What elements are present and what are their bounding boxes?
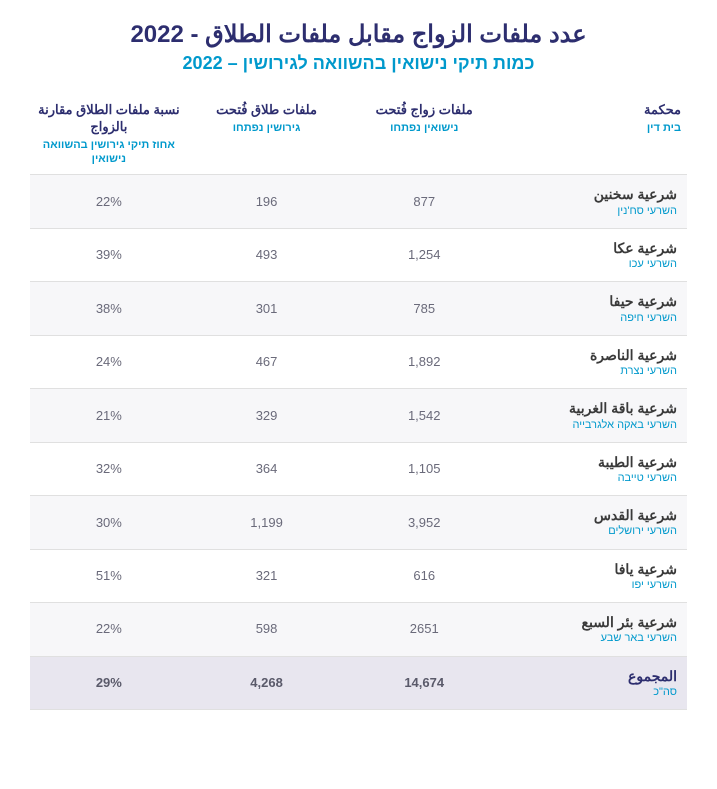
- court-ar: شرعية سخنين: [509, 185, 677, 203]
- court-ar: شرعية القدس: [509, 506, 677, 524]
- cell-court-total: المجموعסה"כ: [503, 656, 687, 709]
- col-court: محكمة בית דין: [503, 94, 687, 175]
- cell-court: شرعية سخنينהשרעי סח'נין: [503, 175, 687, 228]
- table-row: شرعية حيفاהשרעי חיפה78530138%: [30, 282, 687, 335]
- total-ar: المجموع: [509, 667, 677, 685]
- cell-pct: 24%: [30, 335, 188, 388]
- cell-marriage: 1,892: [345, 335, 503, 388]
- cell-pct: 32%: [30, 442, 188, 495]
- cell-marriage: 2651: [345, 603, 503, 656]
- cell-divorce: 598: [188, 603, 346, 656]
- cell-court: شرعية حيفاהשרעי חיפה: [503, 282, 687, 335]
- cell-pct: 51%: [30, 549, 188, 602]
- cell-marriage-total: 14,674: [345, 656, 503, 709]
- table-row: شرعية الطيبةהשרעי טייבה1,10536432%: [30, 442, 687, 495]
- court-he: השרעי חיפה: [509, 311, 677, 325]
- court-ar: شرعية الطيبة: [509, 453, 677, 471]
- court-he: השרעי ירושלים: [509, 524, 677, 538]
- col-pct: نسبة ملفات الطلاق مقارنة بالزواج אחוז תי…: [30, 94, 188, 175]
- court-ar: شرعية عكا: [509, 239, 677, 257]
- table-row: شرعية سخنينהשרעי סח'נין87719622%: [30, 175, 687, 228]
- cell-marriage: 616: [345, 549, 503, 602]
- cell-marriage: 877: [345, 175, 503, 228]
- table-row: شرعية القدسהשרעי ירושלים3,9521,19930%: [30, 496, 687, 549]
- cell-divorce: 1,199: [188, 496, 346, 549]
- cell-marriage: 785: [345, 282, 503, 335]
- cell-pct: 22%: [30, 175, 188, 228]
- cell-marriage: 1,254: [345, 228, 503, 281]
- total-row: المجموعסה"כ14,6744,26829%: [30, 656, 687, 709]
- cell-divorce: 493: [188, 228, 346, 281]
- table-row: شرعية بئر السبعהשרעי באר שבע265159822%: [30, 603, 687, 656]
- table-row: شرعية الناصرةהשרעי נצרת1,89246724%: [30, 335, 687, 388]
- cell-pct: 22%: [30, 603, 188, 656]
- court-he: השרעי יפו: [509, 578, 677, 592]
- cell-court: شرعية الناصرةהשרעי נצרת: [503, 335, 687, 388]
- cell-marriage: 1,542: [345, 389, 503, 442]
- table-row: شرعية يافاהשרעי יפו61632151%: [30, 549, 687, 602]
- cell-divorce: 364: [188, 442, 346, 495]
- cell-court: شرعية يافاהשרעי יפו: [503, 549, 687, 602]
- table-row: شرعية باقة الغربيةהשרעי באקה אלגרבייה1,5…: [30, 389, 687, 442]
- cell-divorce: 321: [188, 549, 346, 602]
- court-he: השרעי טייבה: [509, 471, 677, 485]
- table-row: شرعية عكاהשרעי עכו1,25449339%: [30, 228, 687, 281]
- cell-marriage: 3,952: [345, 496, 503, 549]
- cell-court: شرعية عكاהשרעי עכו: [503, 228, 687, 281]
- cell-marriage: 1,105: [345, 442, 503, 495]
- header-row: محكمة בית דין ملفات زواج فُتحت נישואין נ…: [30, 94, 687, 175]
- cell-divorce-total: 4,268: [188, 656, 346, 709]
- cell-court: شرعية باقة الغربيةהשרעי באקה אלגרבייה: [503, 389, 687, 442]
- court-he: השרעי נצרת: [509, 364, 677, 378]
- court-he: השרעי באר שבע: [509, 631, 677, 645]
- court-ar: شرعية بئر السبع: [509, 613, 677, 631]
- col-marriage: ملفات زواج فُتحت נישואין נפתחו: [345, 94, 503, 175]
- court-he: השרעי סח'נין: [509, 204, 677, 218]
- court-ar: شرعية الناصرة: [509, 346, 677, 364]
- court-ar: شرعية باقة الغربية: [509, 399, 677, 417]
- total-he: סה"כ: [509, 685, 677, 699]
- title-arabic: عدد ملفات الزواج مقابل ملفات الطلاق - 20…: [30, 20, 687, 49]
- cell-pct: 21%: [30, 389, 188, 442]
- col-divorce: ملفات طلاق فُتحت גירושין נפתחו: [188, 94, 346, 175]
- cell-court: شرعية الطيبةהשרעי טייבה: [503, 442, 687, 495]
- data-table: محكمة בית דין ملفات زواج فُتحت נישואין נ…: [30, 94, 687, 710]
- cell-pct-total: 29%: [30, 656, 188, 709]
- cell-divorce: 196: [188, 175, 346, 228]
- cell-divorce: 301: [188, 282, 346, 335]
- cell-divorce: 329: [188, 389, 346, 442]
- title-hebrew: כמות תיקי נישואין בהשוואה לגירושין – 202…: [30, 53, 687, 74]
- cell-court: شرعية بئر السبعהשרעי באר שבע: [503, 603, 687, 656]
- cell-pct: 38%: [30, 282, 188, 335]
- court-ar: شرعية حيفا: [509, 292, 677, 310]
- court-he: השרעי עכו: [509, 257, 677, 271]
- cell-divorce: 467: [188, 335, 346, 388]
- court-he: השרעי באקה אלגרבייה: [509, 418, 677, 432]
- cell-pct: 39%: [30, 228, 188, 281]
- court-ar: شرعية يافا: [509, 560, 677, 578]
- cell-court: شرعية القدسהשרעי ירושלים: [503, 496, 687, 549]
- cell-pct: 30%: [30, 496, 188, 549]
